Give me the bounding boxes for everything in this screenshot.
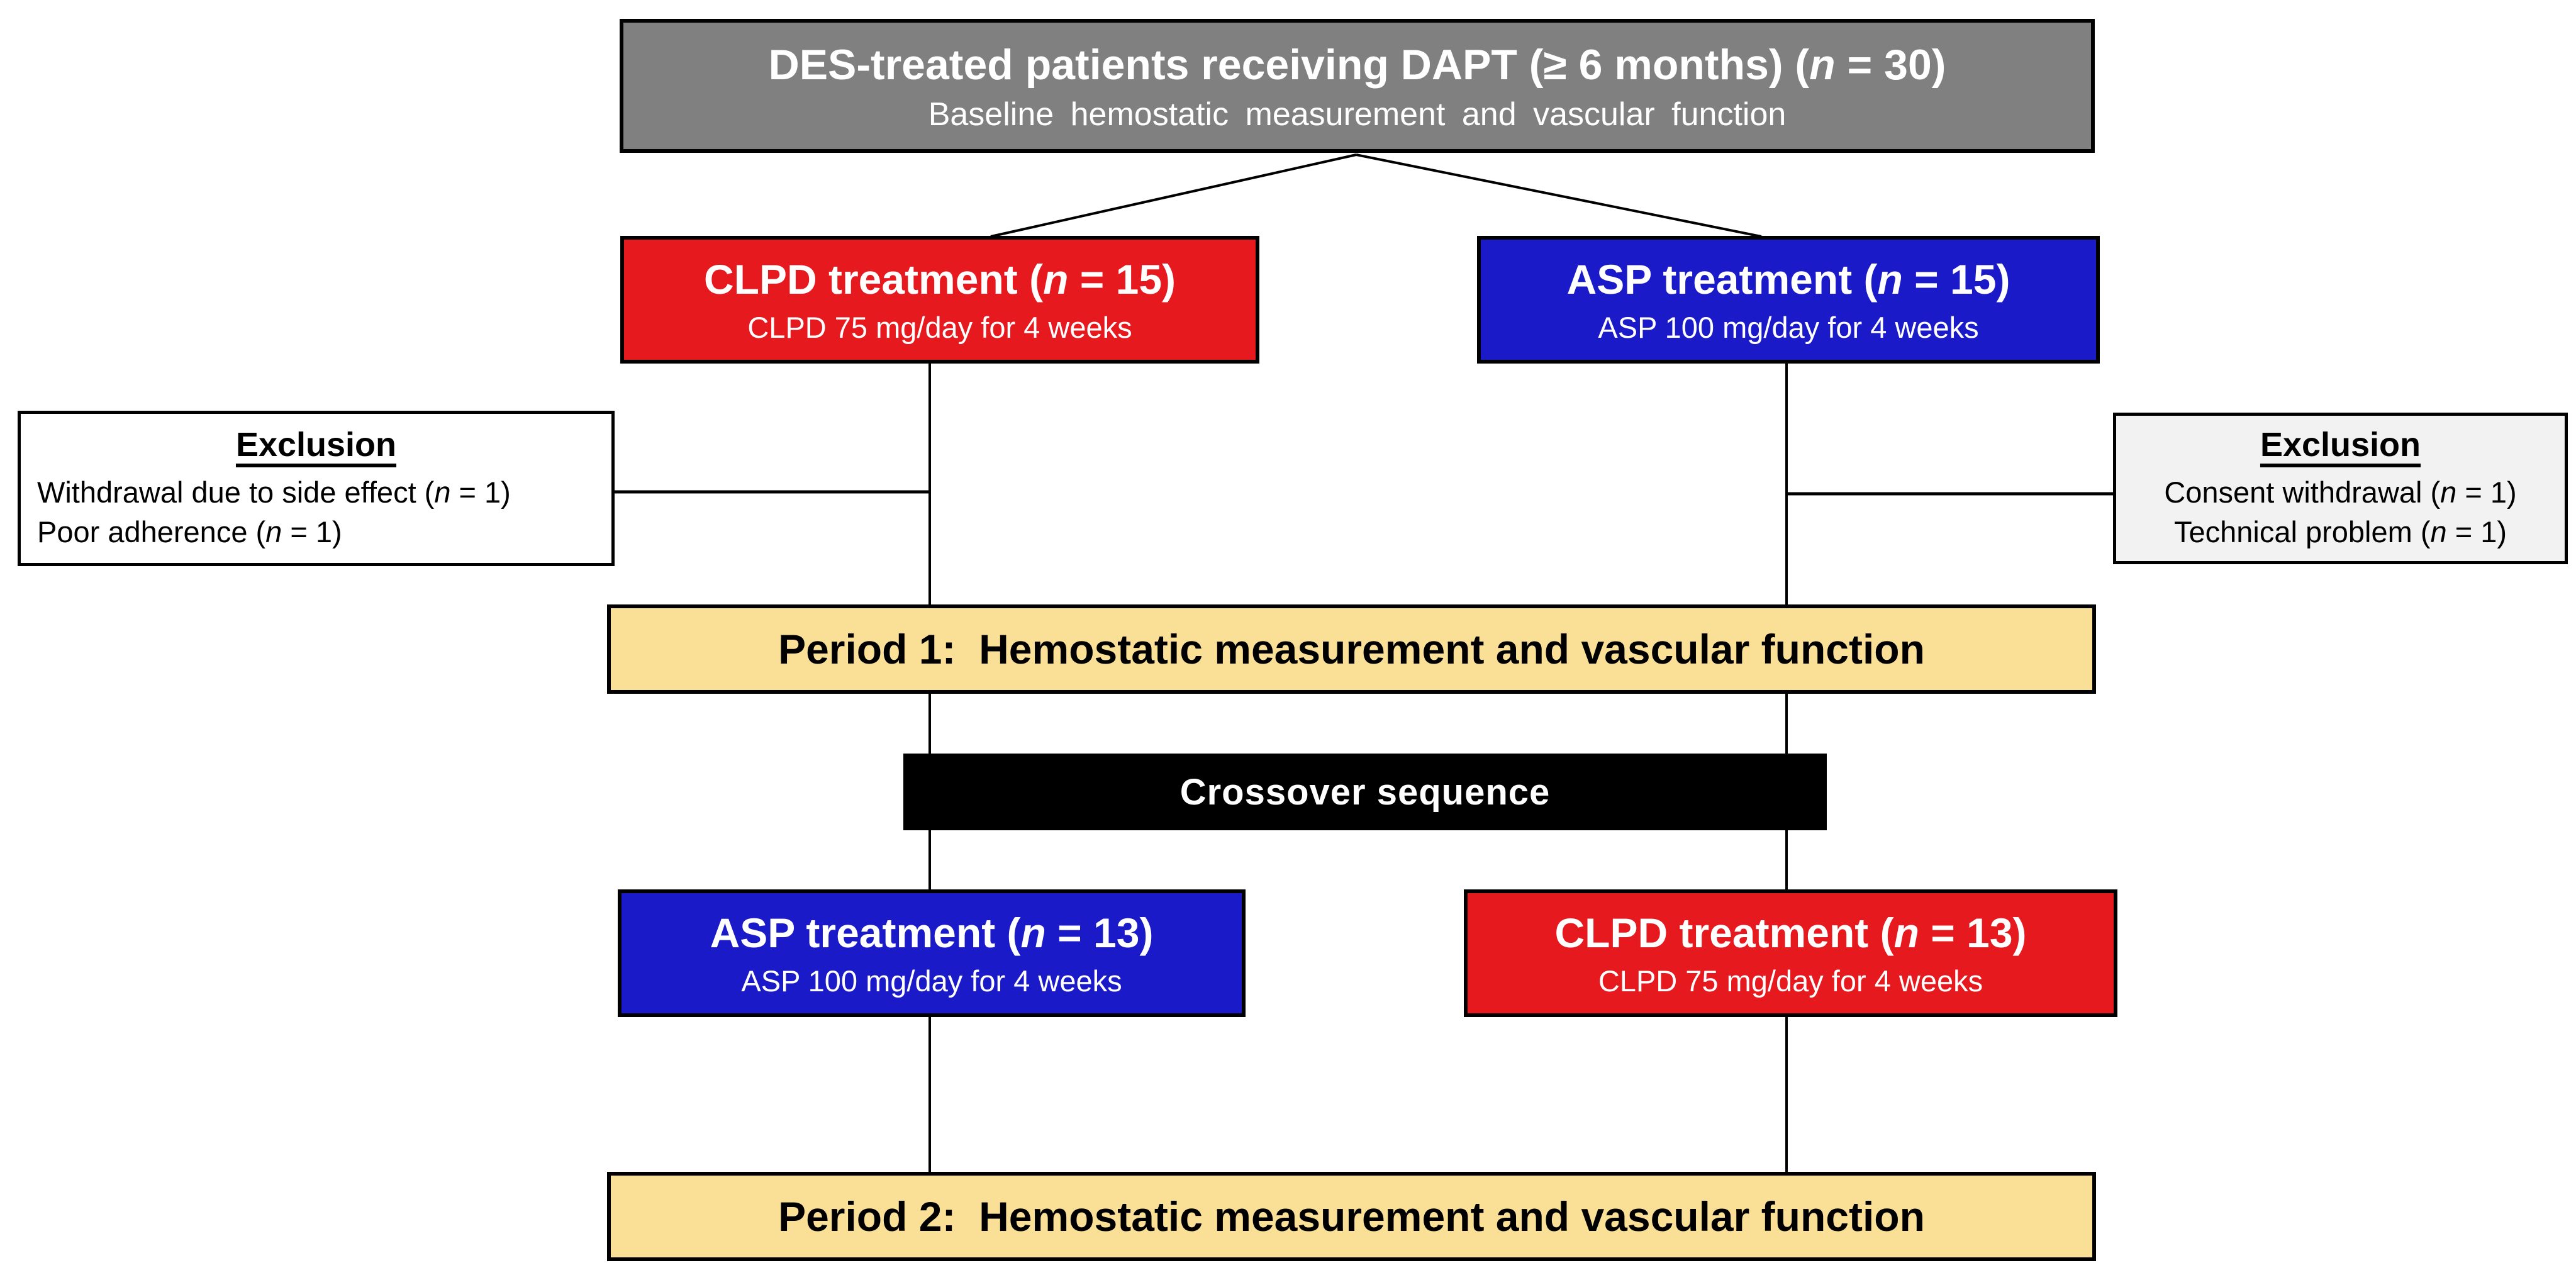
asp-period1-title-text: ASP treatment ( bbox=[1566, 256, 1878, 303]
clpd-period1-title-text: CLPD treatment ( bbox=[704, 256, 1044, 303]
clpd-period1-dose: CLPD 75 mg/day for 4 weeks bbox=[747, 310, 1132, 344]
crossover-label: Crossover sequence bbox=[1179, 771, 1551, 813]
enrollment-title-count: = 30) bbox=[1835, 41, 1946, 89]
asp-treatment-period1-box: ASP treatment (n = 15) ASP 100 mg/day fo… bbox=[1477, 236, 2100, 364]
exclusion-right-title: Exclusion bbox=[2260, 426, 2421, 464]
connector-line bbox=[1356, 153, 1762, 238]
exclusion-left-item2-text: Poor adherence ( bbox=[37, 515, 266, 548]
exclusion-left-item2-n: n bbox=[265, 515, 282, 548]
exclusion-right-item: Consent withdrawal (n = 1) bbox=[2164, 473, 2516, 512]
exclusion-left-item: Withdrawal due to side effect (n = 1) bbox=[37, 473, 511, 512]
asp-period1-title-n: n bbox=[1877, 256, 1903, 303]
exclusion-right-item1-count: = 1) bbox=[2456, 476, 2517, 509]
clpd-treatment-period2-box: CLPD treatment (n = 13) CLPD 75 mg/day f… bbox=[1464, 889, 2117, 1017]
exclusion-left-item: Poor adherence (n = 1) bbox=[37, 513, 342, 552]
exclusion-left-item1-n: n bbox=[434, 476, 451, 509]
exclusion-right-item2-count: = 1) bbox=[2446, 515, 2507, 548]
clpd-period2-dose: CLPD 75 mg/day for 4 weeks bbox=[1598, 964, 1983, 998]
exclusion-right-item1-text: Consent withdrawal ( bbox=[2164, 476, 2441, 509]
asp-period1-title-count: = 15) bbox=[1902, 256, 2010, 303]
crossover-sequence-box: Crossover sequence bbox=[903, 754, 1827, 830]
exclusion-left-item1-count: = 1) bbox=[450, 476, 511, 509]
enrollment-title-n: n bbox=[1809, 41, 1836, 89]
clpd-period2-title-text: CLPD treatment ( bbox=[1554, 910, 1894, 957]
clpd-period2-title-n: n bbox=[1893, 910, 1919, 957]
exclusion-left-item1-text: Withdrawal due to side effect ( bbox=[37, 476, 435, 509]
enrollment-title: DES-treated patients receiving DAPT (≥ 6… bbox=[769, 38, 1946, 92]
exclusion-left-title: Exclusion bbox=[235, 426, 397, 464]
clpd-period1-title-count: = 15) bbox=[1068, 256, 1176, 303]
asp-period1-dose: ASP 100 mg/day for 4 weeks bbox=[1598, 310, 1979, 344]
asp-period1-title: ASP treatment (n = 15) bbox=[1567, 255, 2010, 304]
connector-line bbox=[990, 153, 1357, 238]
exclusion-left-box: Exclusion Withdrawal due to side effect … bbox=[18, 411, 615, 566]
clpd-period2-title: CLPD treatment (n = 13) bbox=[1555, 908, 2027, 958]
exclusion-right-item: Technical problem (n = 1) bbox=[2174, 513, 2507, 552]
period1-measurement-box: Period 1: Hemostatic measurement and vas… bbox=[607, 604, 2096, 694]
asp-period2-dose: ASP 100 mg/day for 4 weeks bbox=[741, 964, 1122, 998]
period2-label: Period 2: Hemostatic measurement and vas… bbox=[778, 1193, 1925, 1240]
asp-period2-title-n: n bbox=[1020, 910, 1046, 957]
clpd-period1-title-n: n bbox=[1043, 256, 1069, 303]
enrollment-subtitle: Baseline hemostatic measurement and vasc… bbox=[928, 96, 1787, 133]
enrollment-box: DES-treated patients receiving DAPT (≥ 6… bbox=[620, 19, 2095, 153]
clpd-period2-title-count: = 13) bbox=[1919, 910, 2027, 957]
clpd-treatment-period1-box: CLPD treatment (n = 15) CLPD 75 mg/day f… bbox=[620, 236, 1259, 364]
asp-period2-title: ASP treatment (n = 13) bbox=[710, 908, 1154, 958]
exclusion-right-box: Exclusion Consent withdrawal (n = 1) Tec… bbox=[2113, 413, 2568, 564]
exclusion-right-item2-text: Technical problem ( bbox=[2173, 515, 2431, 548]
exclusion-right-item1-n: n bbox=[2440, 476, 2457, 509]
asp-period2-title-count: = 13) bbox=[1045, 910, 1154, 957]
enrollment-title-text: DES-treated patients receiving DAPT (≥ 6… bbox=[768, 41, 1810, 89]
exclusion-left-item2-count: = 1) bbox=[282, 515, 342, 548]
exclusion-right-item2-n: n bbox=[2430, 515, 2447, 548]
asp-period2-title-text: ASP treatment ( bbox=[710, 910, 1021, 957]
period1-label: Period 1: Hemostatic measurement and vas… bbox=[778, 626, 1925, 672]
clpd-period1-title: CLPD treatment (n = 15) bbox=[704, 255, 1176, 304]
period2-measurement-box: Period 2: Hemostatic measurement and vas… bbox=[607, 1172, 2096, 1261]
asp-treatment-period2-box: ASP treatment (n = 13) ASP 100 mg/day fo… bbox=[618, 889, 1246, 1017]
